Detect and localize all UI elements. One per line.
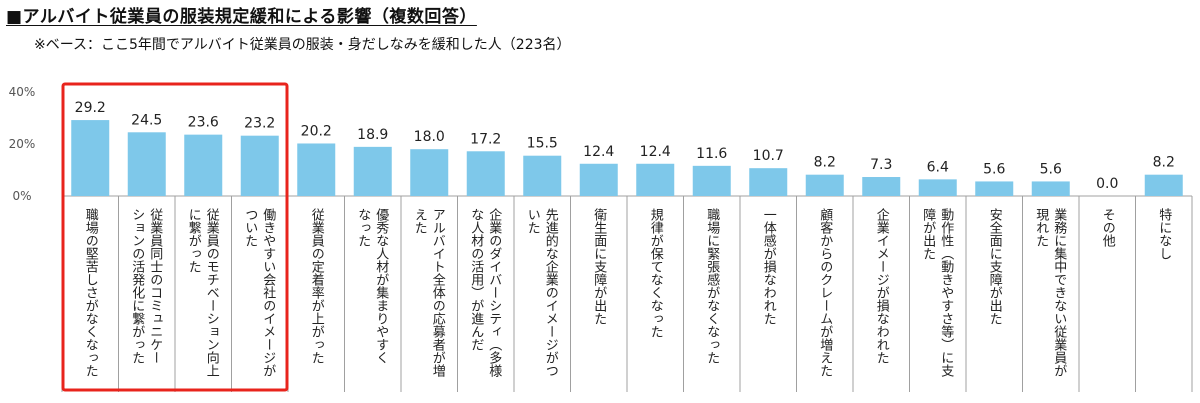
bar: [410, 149, 449, 196]
x-tick-label: 顧客からのクレームが増えた: [817, 208, 833, 377]
bar: [1031, 181, 1070, 196]
x-tick-label: 衛生面に支障が出た: [591, 208, 607, 325]
x-tick-label: 企業イメージが損なわれた: [874, 207, 890, 364]
data-label: 12.4: [583, 144, 614, 160]
data-label: 23.2: [244, 116, 275, 132]
bar: [862, 177, 901, 196]
data-label: 18.9: [357, 127, 388, 143]
data-label: 0.0: [1096, 176, 1118, 192]
data-label: 23.6: [188, 115, 219, 131]
bar: [297, 143, 336, 196]
x-tick-label: 職場の堅苦しさがなくなった: [83, 208, 99, 377]
x-tick-label: 従業員のモチベーション向上: [204, 208, 220, 377]
x-tick-label: 動作性（動きやすさ等）に支: [938, 208, 954, 377]
data-label: 10.7: [753, 148, 784, 164]
y-tick-label: 20%: [9, 137, 36, 151]
data-label: 18.0: [414, 129, 445, 145]
bar: [127, 132, 166, 196]
x-tick-label: 障が出た: [920, 208, 936, 260]
x-tick-label: 従業員の定着率が上がった: [309, 208, 325, 364]
data-label: 15.5: [527, 136, 558, 152]
data-label: 7.3: [870, 157, 892, 173]
x-tick-label: ションの活発化に繋がった: [129, 208, 145, 364]
x-tick-label: えた: [412, 208, 427, 234]
y-tick-label: 40%: [9, 85, 36, 99]
bar: [523, 155, 562, 196]
y-tick-label: 0%: [12, 189, 31, 203]
x-tick-label: 働きやすい会社のイメージが: [260, 208, 276, 377]
bar: [636, 163, 675, 196]
bar: [579, 163, 618, 196]
bar: [71, 120, 110, 196]
highlight-box: [61, 82, 289, 392]
data-label: 8.2: [814, 155, 836, 171]
data-label: 8.2: [1153, 155, 1175, 171]
data-label: 12.4: [640, 144, 671, 160]
x-tick-label: 特になし: [1156, 208, 1172, 260]
data-label: 11.6: [696, 146, 727, 162]
data-label: 17.2: [470, 131, 501, 147]
x-tick-label: 安全面に支障が出た: [987, 208, 1003, 325]
bar: [1144, 174, 1183, 196]
x-tick-label: 従業員同士のコミュニケー: [147, 208, 163, 364]
x-tick-label: いた: [525, 208, 540, 234]
x-tick-label: 一体感が損なわれた: [761, 208, 777, 325]
x-tick-label: なった: [355, 208, 370, 247]
data-label: 29.2: [75, 100, 106, 116]
bar: [353, 146, 392, 196]
x-tick-label: 職場に緊張感がなくなった: [704, 208, 720, 364]
x-tick-label: 先進的な企業のイメージがつ: [543, 208, 559, 377]
x-tick-label: 業務に集中できない従業員が: [1051, 207, 1067, 377]
data-label: 5.6: [1040, 161, 1062, 177]
x-tick-label: 企業のダイバーシティ（多様: [486, 207, 502, 377]
x-tick-label: 現れた: [1033, 208, 1049, 247]
data-label: 5.6: [983, 161, 1005, 177]
bar: [240, 135, 279, 196]
bar: [805, 174, 844, 196]
data-label: 6.4: [927, 159, 949, 175]
data-label: 20.2: [301, 123, 332, 139]
x-tick-label: その他: [1100, 208, 1116, 248]
x-tick-label: 規律が保てなくなった: [648, 208, 664, 338]
bar: [692, 165, 731, 196]
bar: [749, 168, 788, 196]
chart-title: ■アルバイト従業員の服装規定緩和による影響（複数回答）: [6, 7, 477, 27]
x-tick-label: ついた: [242, 208, 257, 247]
x-tick-label: な人材の活用）が進んだ: [468, 208, 484, 351]
x-tick-label: アルバイト全体の応募者が増: [430, 208, 446, 377]
x-tick-label: 優秀な人材が集まりやすく: [373, 208, 389, 364]
bar: [918, 179, 957, 196]
bar: [466, 151, 505, 196]
x-tick-label: に繋がった: [186, 208, 202, 273]
data-label: 24.5: [131, 112, 162, 128]
chart-subtitle: ※ベース：ここ5年間でアルバイト従業員の服装・身だしなみを緩和した人（223名）: [34, 37, 571, 53]
bar: [975, 181, 1014, 196]
bar: [184, 134, 223, 196]
